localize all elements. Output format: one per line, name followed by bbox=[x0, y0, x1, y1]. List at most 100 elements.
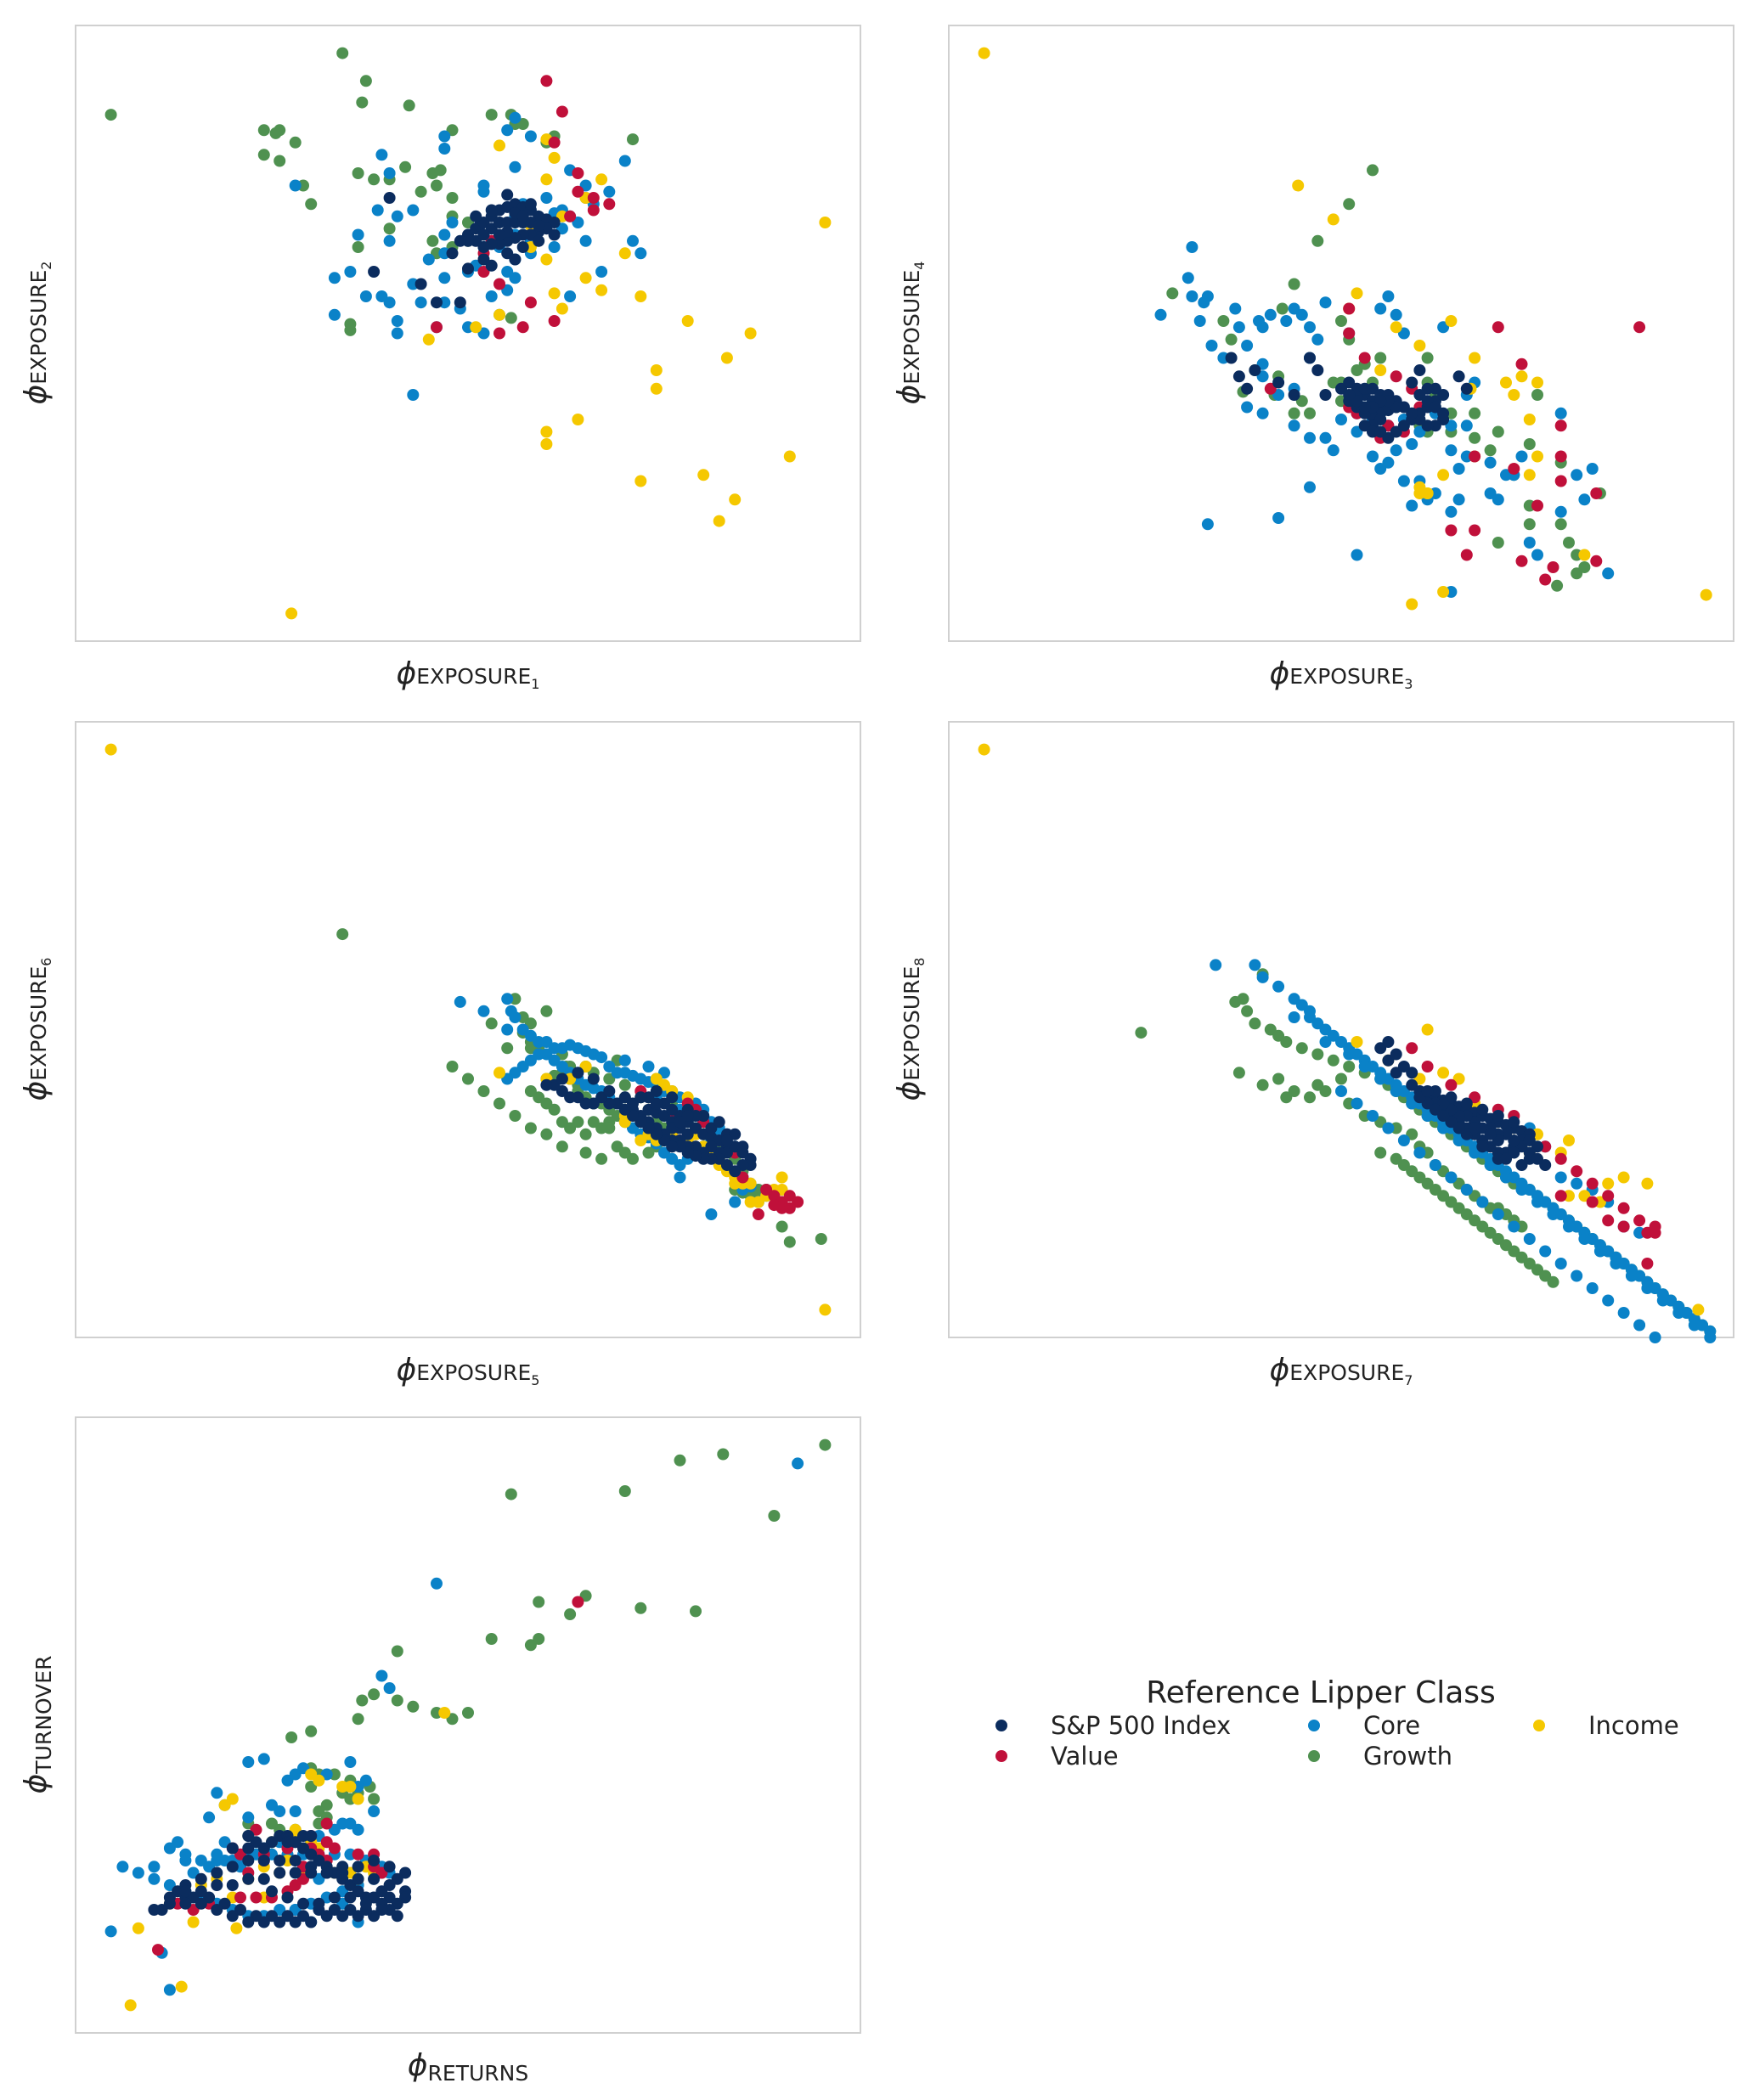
legend-marker-value bbox=[995, 1750, 1007, 1762]
data-point-core bbox=[431, 1577, 443, 1590]
data-point-core bbox=[407, 204, 420, 217]
data-point-growth bbox=[1217, 315, 1230, 327]
data-point-growth bbox=[1469, 407, 1481, 419]
data-point-income bbox=[104, 743, 117, 756]
data-point-core bbox=[289, 179, 302, 192]
data-point-growth bbox=[368, 1688, 381, 1701]
data-point-core bbox=[1256, 407, 1269, 419]
data-point-core bbox=[1571, 469, 1583, 481]
data-point-value bbox=[1649, 1220, 1661, 1233]
data-point-sp500 bbox=[391, 1910, 403, 1923]
data-point-value bbox=[587, 204, 600, 217]
data-point-core bbox=[579, 234, 592, 247]
data-point-value bbox=[1421, 1061, 1434, 1073]
data-point-sp500 bbox=[1241, 382, 1254, 395]
x-axis-title-4: ϕEXPOSURE7 bbox=[1270, 1353, 1413, 1388]
data-point-sp500 bbox=[211, 1879, 223, 1891]
data-point-growth bbox=[524, 1122, 537, 1134]
data-point-growth bbox=[446, 1061, 459, 1073]
data-point-income bbox=[540, 173, 553, 186]
data-point-core bbox=[1554, 505, 1567, 518]
x-axis-subscript-2: 3 bbox=[1404, 676, 1413, 692]
data-point-core bbox=[477, 179, 490, 192]
data-point-sp500 bbox=[1508, 1116, 1520, 1129]
data-point-value bbox=[431, 321, 443, 334]
data-point-growth bbox=[493, 1097, 505, 1110]
data-point-sp500 bbox=[257, 1872, 270, 1885]
data-point-growth bbox=[368, 173, 381, 186]
data-point-income bbox=[1500, 376, 1512, 389]
data-point-sp500 bbox=[274, 1866, 286, 1879]
data-point-sp500 bbox=[320, 1866, 333, 1879]
data-point-core bbox=[344, 266, 357, 278]
data-point-value bbox=[1554, 419, 1567, 432]
data-point-core bbox=[132, 1866, 144, 1879]
x-axis-label-2: EXPOSURE bbox=[1289, 664, 1404, 689]
data-point-income bbox=[1437, 469, 1450, 481]
data-point-sp500 bbox=[556, 1073, 568, 1085]
y-axis-label-3: EXPOSURE bbox=[26, 966, 51, 1081]
data-point-value bbox=[1590, 487, 1603, 499]
data-point-core bbox=[1554, 407, 1567, 419]
data-point-sp500 bbox=[485, 259, 498, 272]
data-point-core bbox=[595, 266, 608, 278]
data-point-growth bbox=[383, 222, 396, 235]
data-point-sp500 bbox=[431, 296, 443, 309]
data-point-core bbox=[1390, 308, 1402, 321]
legend: Reference Lipper Class S&P 500 Index Cor… bbox=[995, 1675, 1679, 1771]
data-point-core bbox=[1264, 308, 1277, 321]
y-axis-title-group-3: ϕEXPOSURE6 bbox=[19, 958, 54, 1101]
points-layer-3 bbox=[104, 743, 832, 1316]
data-point-growth bbox=[1249, 1017, 1261, 1030]
data-point-core bbox=[391, 327, 403, 340]
data-point-sp500 bbox=[195, 1897, 207, 1910]
data-point-growth bbox=[368, 1793, 381, 1805]
data-point-value bbox=[1586, 1196, 1599, 1208]
data-point-value bbox=[1343, 302, 1356, 315]
data-point-sp500 bbox=[572, 1067, 584, 1079]
data-point-core bbox=[1476, 1196, 1489, 1208]
data-point-core bbox=[1672, 1307, 1685, 1319]
data-point-core bbox=[564, 290, 577, 302]
data-point-growth bbox=[642, 1146, 655, 1159]
data-point-growth bbox=[815, 1233, 827, 1245]
data-point-sp500 bbox=[336, 1910, 349, 1923]
data-point-value bbox=[1590, 555, 1603, 567]
data-point-value bbox=[1508, 463, 1520, 475]
data-point-sp500 bbox=[1492, 1110, 1504, 1122]
data-point-core bbox=[1492, 493, 1504, 506]
data-point-sp500 bbox=[226, 1879, 239, 1891]
data-point-core bbox=[148, 1872, 161, 1885]
data-point-growth bbox=[446, 192, 459, 204]
data-point-growth bbox=[1311, 234, 1324, 247]
data-point-sp500 bbox=[352, 1872, 364, 1885]
x-axis-title-1: ϕEXPOSURE1 bbox=[397, 656, 540, 692]
data-point-value bbox=[1571, 1165, 1583, 1178]
data-point-core bbox=[1445, 444, 1458, 457]
data-point-value bbox=[1602, 1190, 1615, 1202]
data-point-sp500 bbox=[540, 1078, 553, 1091]
data-point-growth bbox=[289, 136, 302, 149]
data-point-sp500 bbox=[524, 198, 537, 211]
y-axis-symbol-4: ϕ bbox=[892, 1081, 927, 1101]
data-point-value bbox=[1554, 1152, 1567, 1165]
data-point-income bbox=[230, 1922, 243, 1934]
y-axis-title-1: ϕEXPOSURE2 bbox=[19, 262, 54, 405]
data-point-core bbox=[1186, 290, 1198, 302]
data-point-core bbox=[501, 993, 514, 1005]
data-point-growth bbox=[426, 234, 439, 247]
data-point-income bbox=[1374, 364, 1387, 376]
data-point-income bbox=[819, 1303, 832, 1316]
data-point-growth bbox=[509, 1110, 522, 1122]
data-point-sp500 bbox=[148, 1904, 161, 1916]
data-point-income bbox=[1351, 287, 1363, 300]
data-point-growth bbox=[391, 1694, 403, 1707]
data-point-core bbox=[524, 130, 537, 143]
data-point-core bbox=[1241, 401, 1254, 414]
data-point-value bbox=[1445, 524, 1458, 537]
scatter-panel-2: ϕEXPOSURE3 ϕEXPOSURE4 bbox=[892, 25, 1734, 692]
data-point-core bbox=[1358, 1061, 1371, 1073]
data-point-sp500 bbox=[281, 1891, 294, 1904]
data-point-sp500 bbox=[328, 1891, 341, 1904]
